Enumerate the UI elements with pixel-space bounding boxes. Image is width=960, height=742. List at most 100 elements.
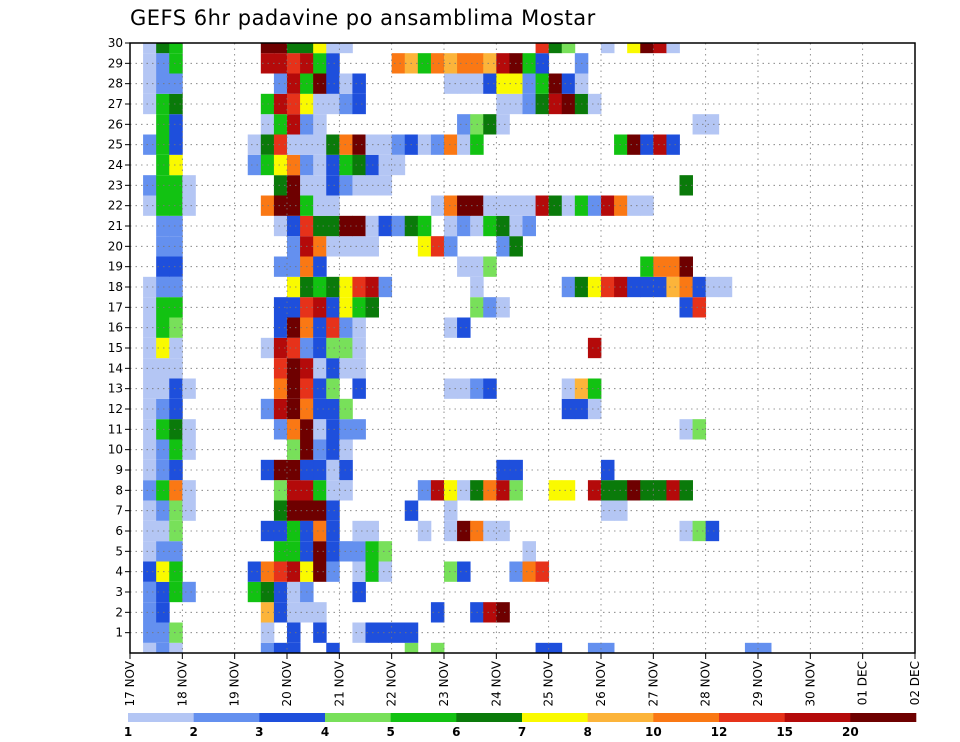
heatmap-cell — [378, 154, 393, 176]
heatmap-cell — [169, 561, 183, 582]
heatmap-cell — [143, 43, 157, 54]
heatmap-cell — [287, 317, 301, 338]
heatmap-cell — [326, 175, 340, 196]
heatmap-cell — [287, 520, 301, 542]
x-tick-label: 27 NOV — [646, 660, 660, 706]
heatmap-cell — [404, 642, 419, 653]
heatmap-cell — [169, 581, 183, 603]
heatmap-cell — [339, 93, 353, 115]
heatmap-cell — [169, 256, 183, 277]
heatmap-cell — [601, 480, 615, 501]
heatmap-cell — [287, 276, 301, 298]
heatmap-cell — [326, 459, 340, 481]
heatmap-cell — [352, 581, 366, 603]
heatmap-cell — [156, 175, 170, 196]
heatmap-cell — [587, 642, 602, 653]
heatmap-cell — [640, 134, 654, 155]
x-tick-label: 28 NOV — [699, 660, 713, 706]
heatmap-cell — [457, 195, 471, 216]
heatmap-cell — [496, 236, 510, 257]
heatmap-cell — [313, 398, 327, 420]
heatmap-cell — [535, 53, 550, 74]
heatmap-cell — [143, 297, 157, 318]
heatmap-cell — [313, 602, 327, 623]
heatmap-cell — [666, 256, 680, 277]
y-tick-label: 21 — [108, 219, 123, 233]
heatmap-cell — [587, 378, 602, 399]
colorbar-swatch — [259, 713, 326, 722]
heatmap-cell — [744, 642, 759, 653]
heatmap-cell — [287, 541, 301, 562]
heatmap-cell — [182, 500, 196, 521]
heatmap-cell — [561, 378, 576, 399]
heatmap-cell — [143, 358, 157, 379]
heatmap-cell — [352, 358, 366, 379]
heatmap-cell — [417, 520, 432, 542]
heatmap-cell — [182, 175, 196, 196]
y-tick-label: 16 — [108, 321, 123, 335]
heatmap-cell — [522, 73, 536, 94]
heatmap-cell — [326, 236, 340, 257]
heatmap-cell — [143, 541, 157, 562]
colorbar-label: 15 — [776, 725, 793, 739]
heatmap-cell — [326, 500, 340, 521]
heatmap-cell — [457, 134, 471, 155]
heatmap-cell — [156, 439, 170, 460]
heatmap-cell — [313, 43, 327, 54]
heatmap-cell — [143, 581, 157, 603]
heatmap-cell — [156, 73, 170, 94]
heatmap-cell — [457, 317, 471, 338]
heatmap-cell — [156, 642, 170, 653]
heatmap-cell — [444, 73, 458, 94]
heatmap-cell — [287, 358, 301, 379]
heatmap-cell — [496, 480, 510, 501]
colorbar-swatch — [587, 713, 654, 722]
heatmap-cell — [496, 73, 510, 94]
heatmap-cell — [444, 520, 458, 542]
heatmap-cell — [169, 297, 183, 318]
y-tick-label: 12 — [108, 402, 123, 416]
heatmap-cell — [326, 378, 340, 399]
heatmap-cell — [287, 256, 301, 277]
heatmap-cell — [483, 53, 497, 74]
heatmap-cell — [444, 378, 458, 399]
heatmap-cell — [496, 602, 510, 623]
heatmap-cell — [273, 561, 288, 582]
heatmap-cell — [352, 73, 366, 94]
x-tick-label: 21 NOV — [332, 660, 346, 706]
heatmap-cell — [339, 73, 353, 94]
heatmap-cell — [444, 215, 458, 237]
heatmap-cell — [156, 561, 170, 582]
heatmap-cell — [601, 195, 615, 216]
heatmap-cell — [143, 317, 157, 338]
heatmap-cell — [273, 602, 288, 623]
y-tick-label: 10 — [108, 443, 123, 457]
heatmap-cell — [182, 480, 196, 501]
heatmap-cell — [339, 439, 353, 460]
heatmap-cell — [169, 43, 183, 54]
heatmap-cell — [326, 439, 340, 460]
heatmap-cell — [378, 276, 393, 298]
y-tick-label: 25 — [108, 138, 123, 152]
heatmap-cell — [352, 297, 366, 318]
heatmap-cell — [483, 256, 497, 277]
heatmap-cell — [143, 398, 157, 420]
heatmap-cell — [561, 43, 576, 54]
heatmap-cell — [640, 276, 654, 298]
colorbar-swatch — [522, 713, 588, 722]
heatmap-cell — [601, 459, 615, 481]
x-tick-label: 22 NOV — [385, 660, 399, 706]
heatmap-cell — [378, 215, 393, 237]
heatmap-cell — [705, 276, 720, 298]
y-tick-label: 5 — [115, 544, 123, 558]
heatmap-cell — [326, 154, 340, 176]
x-tick-label: 02 DEC — [908, 661, 922, 705]
heatmap-cell — [247, 561, 262, 582]
y-tick-label: 28 — [108, 77, 123, 91]
heatmap-cell — [666, 43, 680, 54]
heatmap-cell — [587, 276, 602, 298]
heatmap-cell — [640, 43, 654, 54]
y-tick-label: 6 — [115, 524, 123, 538]
heatmap-cell — [391, 53, 406, 74]
heatmap-cell — [666, 480, 680, 501]
